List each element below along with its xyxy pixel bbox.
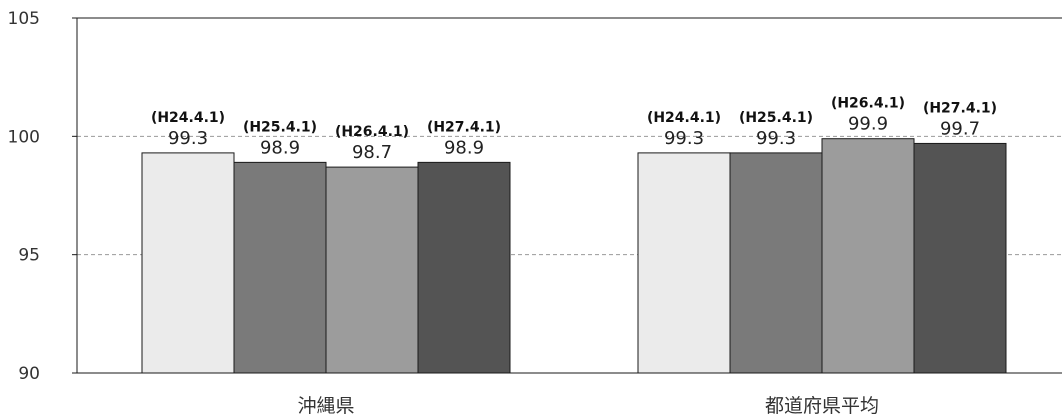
y-tick-label: 95	[18, 246, 40, 266]
bar	[417, 161, 511, 374]
bar	[637, 152, 731, 374]
date-label: (H25.4.1)	[739, 110, 813, 126]
bar-layer	[141, 138, 1007, 374]
date-label: (H27.4.1)	[427, 119, 501, 135]
data-label: 98.9	[260, 137, 300, 158]
bar	[233, 161, 327, 374]
x-category-label: 都道府県平均	[765, 395, 879, 417]
bar	[821, 138, 915, 374]
date-label: (H24.4.1)	[151, 110, 225, 126]
bar	[729, 152, 823, 374]
date-label: (H26.4.1)	[831, 96, 905, 112]
date-label: (H24.4.1)	[647, 110, 721, 126]
data-label: 98.7	[352, 142, 392, 163]
y-tick-label: 100	[8, 127, 40, 147]
data-label: 99.7	[940, 118, 980, 139]
axis-layer: 90 95 100 105 沖縄県 都道府県平均	[8, 9, 1062, 417]
data-label: 99.9	[848, 114, 888, 135]
date-label: (H26.4.1)	[335, 124, 409, 140]
data-label: 98.9	[444, 137, 484, 158]
data-label: 99.3	[168, 128, 208, 149]
bar	[913, 142, 1007, 374]
label-layer: 99.3 (H24.4.1) 98.9 (H25.4.1) 98.7 (H26.4.1) 9…	[151, 96, 997, 163]
bar	[325, 166, 419, 374]
bar	[141, 152, 235, 374]
data-label: 99.3	[664, 128, 704, 149]
y-tick-label: 90	[18, 364, 40, 384]
date-label: (H25.4.1)	[243, 119, 317, 135]
y-tick-label: 105	[8, 9, 40, 29]
date-label: (H27.4.1)	[923, 100, 997, 116]
data-label: 99.3	[756, 128, 796, 149]
x-category-label: 沖縄県	[297, 395, 354, 417]
